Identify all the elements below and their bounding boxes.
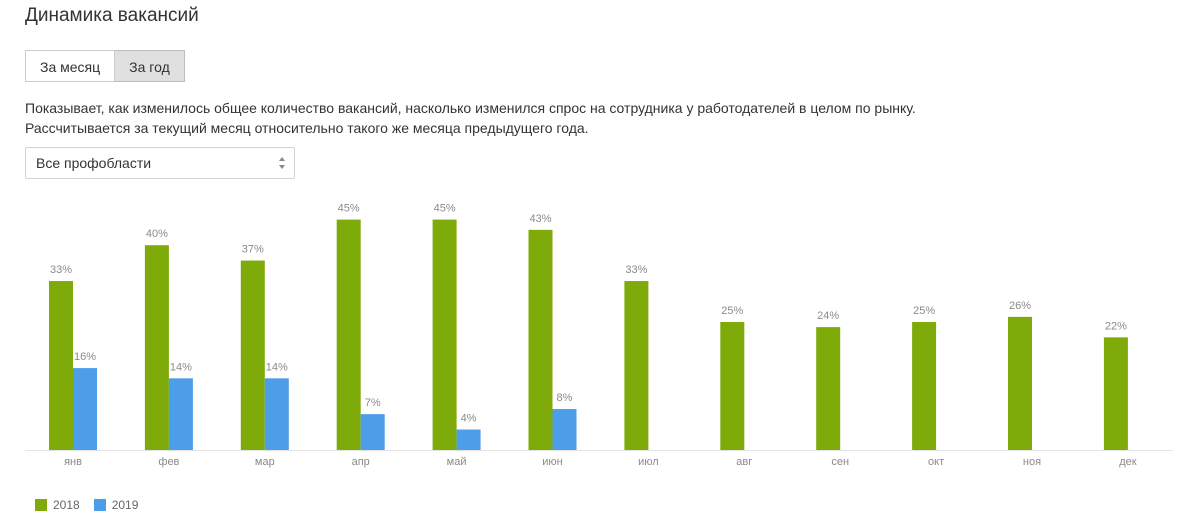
x-tick-label-7: авг: [736, 456, 752, 468]
x-tick-label-6: июл: [638, 456, 659, 468]
x-tick-label-5: июн: [542, 456, 562, 468]
vacancy-dynamics-chart: 33% 16% янв 40% 14% фев 37% 14% мар 45% 7% апр 45% 4%…: [25, 203, 1173, 468]
bar-2018-10[interactable]: [1008, 316, 1032, 450]
select-arrows-icon: [279, 157, 285, 169]
data-label-2019-3: 7%: [365, 397, 381, 409]
x-tick-label-3: апр: [352, 456, 370, 468]
data-label-2019-0: 16%: [74, 351, 96, 363]
x-tick-label-0: янв: [64, 456, 82, 468]
data-label-2018-4: 45%: [434, 203, 456, 215]
data-label-2019-1: 14%: [170, 361, 192, 373]
legend-swatch-2018: [35, 499, 47, 511]
bar-2019-3[interactable]: [360, 414, 385, 450]
bar-2018-7[interactable]: [720, 322, 745, 450]
bar-2019-1[interactable]: [168, 378, 193, 450]
x-tick-label-1: фев: [158, 456, 179, 468]
data-label-2018-1: 40%: [146, 228, 168, 240]
x-tick-label-2: мар: [255, 456, 275, 468]
bar-2018-5[interactable]: [528, 229, 553, 450]
data-label-2018-8: 24%: [817, 310, 839, 322]
legend-label-2018: 2018: [53, 498, 80, 512]
data-label-2018-11: 22%: [1105, 320, 1127, 332]
data-label-2018-9: 25%: [913, 305, 935, 317]
description-line-2: Рассчитывается за текущий месяц относите…: [25, 120, 589, 136]
bar-2019-0[interactable]: [73, 368, 97, 450]
legend-swatch-2019: [93, 499, 106, 511]
data-label-2018-0: 33%: [50, 264, 72, 276]
profarea-select-value: Все профобласти: [36, 155, 152, 171]
bar-2018-11[interactable]: [1103, 337, 1128, 450]
tab-month[interactable]: За месяц: [25, 50, 116, 82]
bar-2019-5[interactable]: [552, 409, 577, 450]
description-line-1: Показывает, как изменилось общее количес…: [25, 100, 916, 116]
chart-legend: 2018 2019: [35, 498, 152, 512]
x-tick-label-4: май: [447, 456, 467, 468]
tab-year[interactable]: За год: [115, 50, 185, 82]
bar-2019-4[interactable]: [456, 429, 481, 450]
x-tick-label-8: сен: [831, 456, 849, 468]
x-tick-label-10: ноя: [1023, 456, 1041, 468]
data-label-2018-2: 37%: [242, 244, 264, 256]
data-label-2018-6: 33%: [625, 264, 647, 276]
bar-2018-6[interactable]: [624, 281, 649, 450]
bar-2018-1[interactable]: [144, 245, 169, 450]
chart-description: Показывает, как изменилось общее количес…: [25, 98, 916, 138]
data-label-2019-5: 8%: [557, 392, 573, 404]
legend-item-2019[interactable]: 2019: [93, 498, 139, 512]
period-tabs: За месяц За год: [25, 50, 185, 82]
bar-2018-3[interactable]: [336, 219, 361, 450]
legend-item-2018[interactable]: 2018: [35, 498, 80, 512]
data-label-2019-4: 4%: [461, 413, 477, 425]
data-label-2018-10: 26%: [1009, 300, 1031, 312]
bar-2018-2[interactable]: [240, 260, 265, 450]
profarea-select[interactable]: Все профобласти: [25, 147, 295, 179]
data-label-2018-3: 45%: [338, 203, 360, 215]
data-label-2018-7: 25%: [721, 305, 743, 317]
page-title: Динамика вакансий: [25, 5, 199, 26]
bar-2018-8[interactable]: [816, 327, 841, 450]
data-label-2018-5: 43%: [529, 213, 551, 225]
legend-label-2019: 2019: [111, 498, 139, 512]
bar-2018-9[interactable]: [912, 322, 937, 450]
data-label-2019-2: 14%: [266, 361, 288, 373]
bar-2019-2[interactable]: [264, 378, 289, 450]
bar-2018-0[interactable]: [49, 281, 73, 450]
x-tick-label-9: окт: [928, 456, 944, 468]
bar-2018-4[interactable]: [432, 219, 457, 450]
x-tick-label-11: дек: [1119, 456, 1137, 468]
